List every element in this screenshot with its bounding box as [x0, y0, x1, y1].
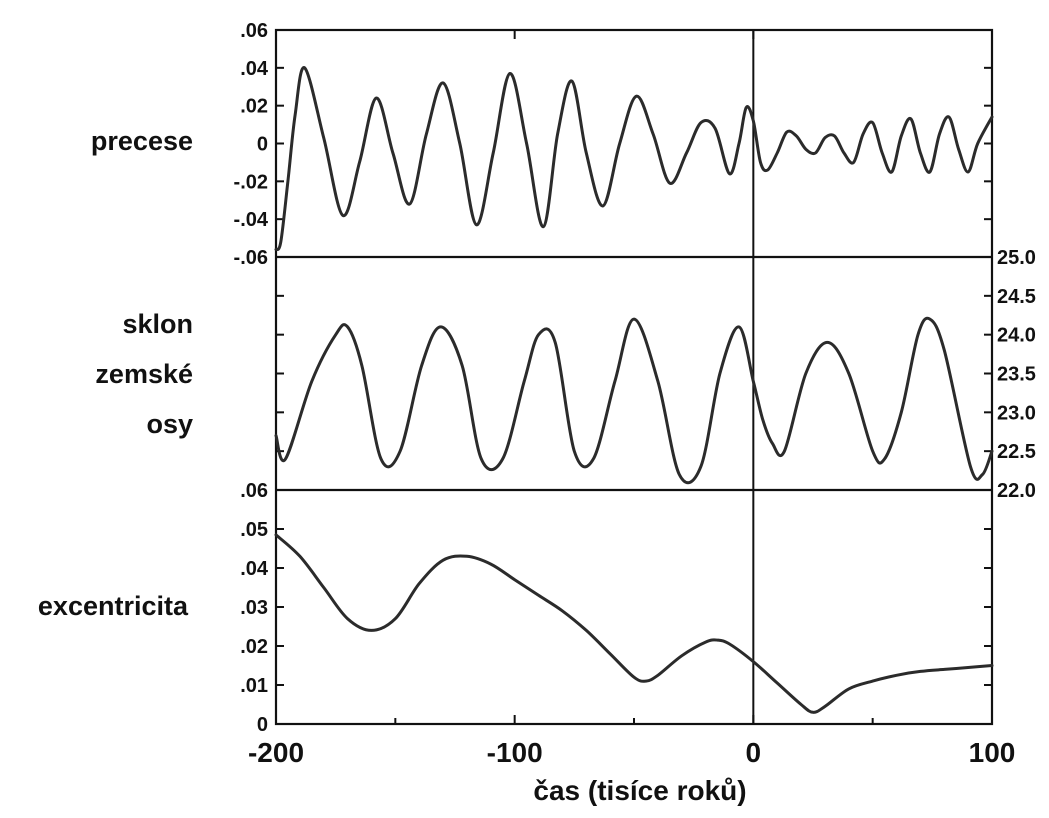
y-tick-label: 24.0 [997, 325, 1036, 347]
row-label-eccentricity: excentricita [38, 591, 189, 621]
plot-frame-layer [274, 28, 994, 726]
y-tick-label: .01 [240, 675, 268, 697]
y-tick-label: 22.0 [997, 480, 1036, 502]
row-label-obliquity: osy [146, 409, 193, 439]
y-tick-label: 24.5 [997, 286, 1036, 308]
y-tick-label: .02 [240, 96, 268, 118]
plot-frame [274, 28, 994, 726]
y-tick-label: .02 [240, 636, 268, 658]
y-tick-label: .03 [240, 597, 268, 619]
x-tick-label: 0 [746, 737, 762, 768]
y-tick-label: .05 [240, 519, 268, 541]
x-tick-label: 100 [969, 737, 1016, 768]
x-tick-label: -100 [487, 737, 543, 768]
y-tick-label: 22.5 [997, 441, 1036, 463]
row-label-obliquity: sklon [122, 309, 193, 339]
series-line-obliquity [274, 316, 994, 485]
y-tick-label: .04 [240, 58, 269, 80]
labels-layer: -200 -100 0 100 čas (tisíce roků) -.06 -.04 -.0… [38, 20, 1036, 806]
y-tick-label: 0 [257, 134, 268, 156]
x-tick-label: -200 [248, 737, 304, 768]
y-tick-label: -.04 [234, 209, 269, 231]
y-tick-label: .06 [240, 480, 268, 502]
x-axis-title: čas (tisíce roků) [533, 775, 746, 806]
series-line-eccentricity [274, 533, 994, 714]
y-tick-label: 23.5 [997, 364, 1036, 386]
row-label-obliquity: zemské [95, 359, 193, 389]
y-tick-label: -.02 [234, 171, 268, 193]
y-tick-label: 23.0 [997, 402, 1036, 424]
series-line-precession [274, 66, 994, 251]
y-tick-label: -.06 [234, 247, 268, 269]
y-tick-label: .06 [240, 20, 268, 42]
y-tick-label: 25.0 [997, 247, 1036, 269]
y-tick-label: 0 [257, 714, 268, 736]
curves-layer [274, 66, 994, 714]
row-label-precession: precese [91, 126, 193, 156]
y-tick-label: .04 [240, 558, 269, 580]
